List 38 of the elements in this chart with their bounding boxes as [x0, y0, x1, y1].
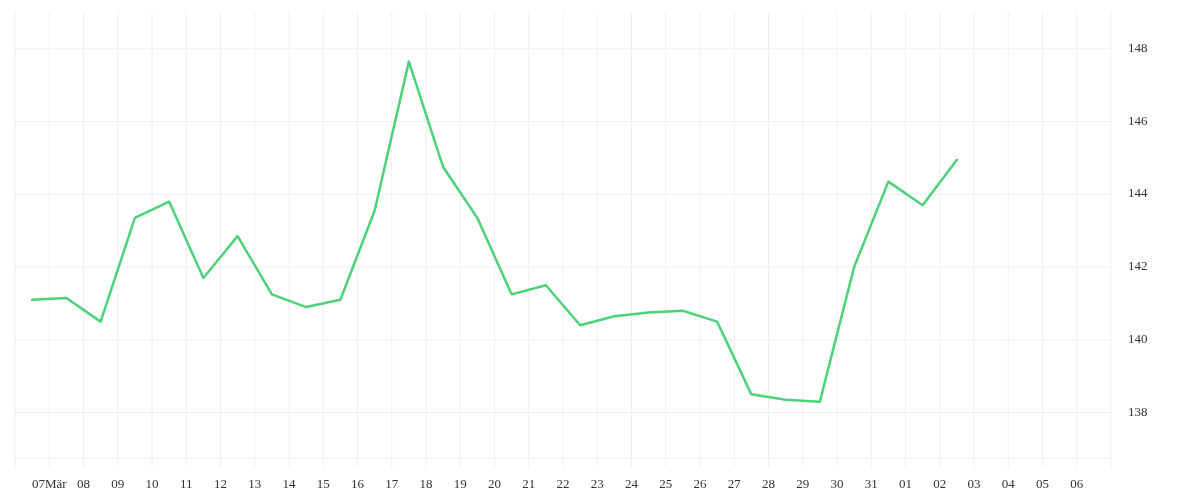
x-tick-label: 27: [727, 476, 742, 491]
x-tick-label: 19: [453, 476, 467, 491]
x-tick-label: 10: [145, 476, 159, 491]
x-tick-label: 05: [1036, 476, 1049, 491]
x-tick-label: 15: [316, 476, 330, 491]
y-tick-label: 140: [1128, 330, 1148, 346]
x-tick-label: 26: [693, 476, 707, 491]
x-tick-label: 12: [214, 476, 227, 491]
y-tick-label: 138: [1128, 403, 1148, 419]
x-tick-label: 01: [899, 476, 912, 491]
x-tick-label: 04: [1001, 476, 1016, 491]
x-tick-label: 07Mär: [31, 476, 68, 491]
x-tick-label: 24: [625, 476, 639, 491]
x-tick-label: 16: [351, 476, 365, 491]
x-tick-label: 03: [967, 476, 981, 491]
x-tick-label: 14: [282, 476, 296, 491]
x-tick-label: 25: [659, 476, 673, 491]
line-series: [30, 60, 959, 403]
x-tick-label: 13: [248, 476, 262, 491]
x-tick-label: 31: [864, 476, 878, 491]
x-tick-label: 06: [1070, 476, 1084, 491]
y-tick-label: 142: [1128, 258, 1148, 274]
x-tick-label: 17: [385, 476, 399, 491]
x-tick-label: 23: [590, 476, 604, 491]
x-tick-label: 20: [488, 476, 501, 491]
y-tick-label: 144: [1128, 185, 1148, 201]
x-tick-label: 21: [522, 476, 536, 491]
x-tick-label: 22: [556, 476, 570, 491]
x-tick-label: 30: [830, 476, 844, 491]
x-tick-label: 02: [933, 476, 947, 491]
x-tick-label: 09: [111, 476, 125, 491]
x-tick-label: 08: [77, 476, 90, 491]
x-tick-label: 28: [762, 476, 775, 491]
y-tick-label: 146: [1128, 112, 1148, 128]
x-tick-label: 18: [419, 476, 433, 491]
x-tick-label: 29: [796, 476, 810, 491]
x-tick-label: 11: [179, 476, 193, 491]
y-tick-label: 148: [1128, 39, 1148, 55]
